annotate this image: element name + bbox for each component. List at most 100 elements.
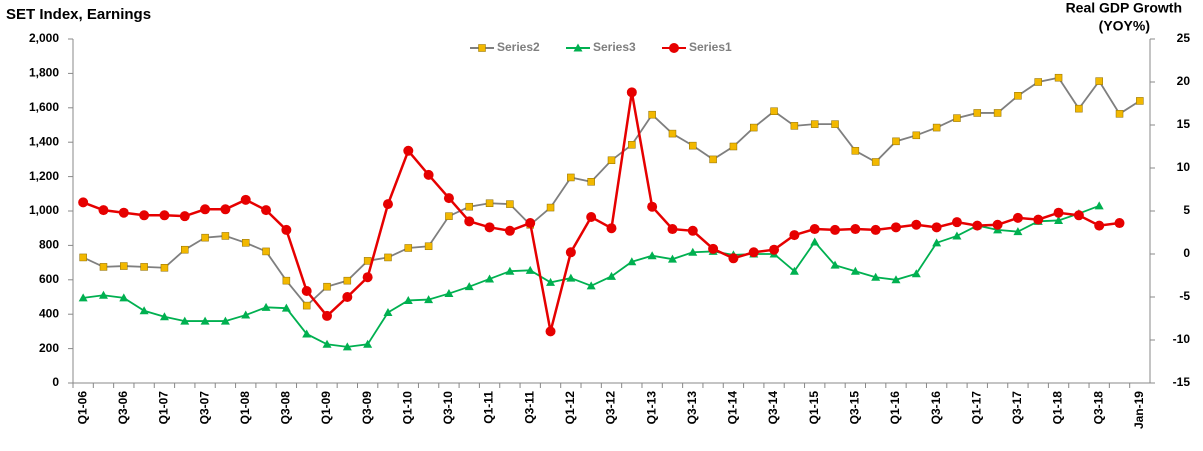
marker bbox=[830, 260, 840, 269]
marker bbox=[769, 244, 780, 255]
legend-label: Series1 bbox=[689, 40, 732, 54]
marker bbox=[403, 145, 414, 156]
marker bbox=[932, 238, 942, 247]
marker bbox=[404, 244, 413, 252]
marker bbox=[728, 253, 739, 264]
x-tick-label: Q3-07 bbox=[197, 391, 211, 425]
marker bbox=[647, 201, 658, 212]
x-tick-label: Q3-06 bbox=[116, 391, 130, 425]
marker bbox=[363, 339, 373, 348]
x-tick-label: Q3-12 bbox=[604, 391, 618, 425]
y2-tick-label: 20 bbox=[1177, 74, 1191, 88]
marker bbox=[748, 247, 759, 258]
marker bbox=[993, 109, 1002, 117]
marker bbox=[1013, 227, 1023, 236]
marker bbox=[911, 269, 921, 278]
marker bbox=[79, 253, 87, 262]
legend-item: Series1 bbox=[662, 40, 732, 54]
marker bbox=[342, 342, 352, 351]
marker bbox=[424, 295, 434, 304]
marker bbox=[98, 290, 108, 299]
marker bbox=[871, 158, 880, 166]
marker bbox=[953, 114, 961, 122]
marker bbox=[424, 242, 433, 251]
marker bbox=[485, 274, 495, 283]
marker bbox=[139, 210, 150, 221]
marker bbox=[809, 224, 820, 235]
x-tick-label: Q1-14 bbox=[726, 391, 740, 425]
y2-tick-label: -10 bbox=[1173, 332, 1191, 346]
marker bbox=[98, 205, 109, 216]
marker bbox=[932, 123, 941, 132]
marker bbox=[566, 273, 576, 282]
marker bbox=[607, 156, 616, 165]
marker bbox=[465, 202, 474, 211]
marker bbox=[1012, 212, 1023, 223]
marker bbox=[912, 131, 921, 140]
marker bbox=[951, 217, 962, 228]
x-tick-label: Q3-16 bbox=[929, 391, 943, 425]
marker bbox=[140, 263, 148, 271]
marker bbox=[626, 87, 637, 98]
marker bbox=[668, 129, 677, 138]
marker bbox=[992, 219, 1003, 230]
marker bbox=[301, 285, 312, 296]
x-tick-label: Q3-15 bbox=[848, 391, 862, 425]
legend-item: Series3 bbox=[566, 40, 636, 54]
chart-title: SET Index, Earnings bbox=[6, 6, 151, 23]
marker bbox=[545, 326, 556, 337]
marker bbox=[831, 120, 839, 128]
marker bbox=[384, 253, 392, 262]
x-tick-label: Q3-14 bbox=[766, 391, 780, 425]
marker bbox=[973, 109, 982, 117]
marker bbox=[464, 216, 475, 227]
marker bbox=[363, 257, 372, 265]
marker bbox=[810, 237, 820, 246]
y2-tick-label: 0 bbox=[1183, 246, 1190, 260]
marker bbox=[1114, 218, 1125, 229]
x-tick-label: Q3-10 bbox=[441, 391, 455, 425]
marker bbox=[1034, 78, 1042, 86]
marker bbox=[221, 232, 230, 240]
x-tick-label: Q1-07 bbox=[157, 391, 171, 425]
marker bbox=[181, 245, 189, 254]
marker bbox=[281, 224, 292, 235]
marker bbox=[790, 122, 799, 130]
marker bbox=[506, 200, 514, 208]
legend-label: Series3 bbox=[593, 40, 636, 54]
marker bbox=[870, 224, 881, 235]
marker bbox=[871, 272, 881, 281]
marker bbox=[504, 225, 515, 236]
y-tick-label: 200 bbox=[39, 341, 59, 355]
marker bbox=[1054, 215, 1064, 224]
marker bbox=[139, 306, 149, 315]
marker bbox=[890, 222, 901, 233]
y-tick-label: 600 bbox=[39, 272, 59, 286]
series-line bbox=[83, 204, 1100, 348]
marker bbox=[159, 210, 170, 221]
x-tick-label: Q1-10 bbox=[400, 391, 414, 425]
marker bbox=[362, 272, 373, 283]
marker bbox=[729, 142, 738, 151]
marker bbox=[201, 233, 209, 242]
x-tick-label: Q1-12 bbox=[563, 391, 577, 425]
marker bbox=[423, 169, 434, 180]
marker bbox=[220, 204, 231, 215]
y2-tick-label: 15 bbox=[1177, 117, 1191, 131]
marker bbox=[200, 316, 210, 325]
y2-tick-label: -5 bbox=[1179, 289, 1190, 303]
marker bbox=[445, 212, 453, 220]
marker bbox=[567, 173, 575, 182]
x-tick-label: Q3-09 bbox=[360, 391, 374, 425]
y-tick-label: 1,200 bbox=[29, 169, 59, 183]
y2-tick-label: 5 bbox=[1183, 203, 1190, 217]
marker bbox=[606, 223, 617, 234]
marker bbox=[587, 178, 595, 186]
marker bbox=[262, 247, 270, 256]
marker bbox=[1094, 201, 1104, 210]
marker bbox=[687, 225, 698, 236]
y-tick-label: 2,000 bbox=[29, 31, 59, 45]
y2-axis-label: Real GDP Growth bbox=[1066, 0, 1182, 16]
x-tick-label: Q1-09 bbox=[319, 391, 333, 425]
marker bbox=[647, 251, 657, 260]
